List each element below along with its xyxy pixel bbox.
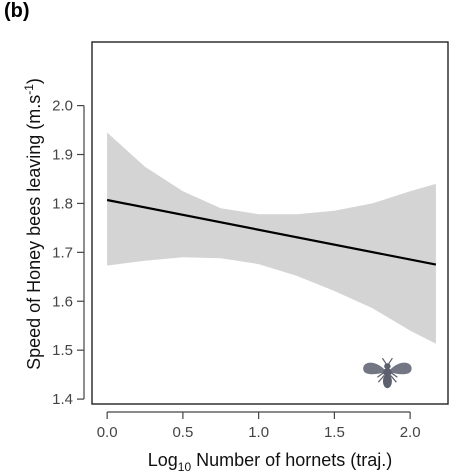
hornet-appendage [377,371,385,378]
y-axis-label: Speed of Honey bees leaving (m.s-1) [22,78,44,370]
regression-line [106,198,437,266]
y-axis: 1.4 1.5 1.6 1.7 1.8 1.9 2.0 [52,98,85,408]
x-axis-label: Log10 Number of hornets (traj.) [148,450,392,474]
y-tick-label: 1.5 [52,342,73,359]
y-axis-label-main: Speed of Honey bees leaving (m.s [24,95,44,370]
x-axis-label-subscript: 10 [178,460,192,474]
hornet-appendage [377,374,385,383]
x-axis-label-prefix: Log [148,450,178,470]
hornet-appendage [389,374,397,383]
y-tick-label: 1.6 [52,293,73,310]
panel-label: (b) [4,0,30,22]
hornet-abdomen [382,374,392,389]
y-axis-label-end: ) [24,78,44,84]
confidence-band-layer [107,132,436,344]
hornet-appendage [387,357,393,365]
hornet-thorax [383,368,392,377]
x-tick-label: 1.0 [248,424,269,441]
y-tick-label: 1.7 [52,244,73,261]
x-tick-label: 1.5 [324,424,345,441]
hornet-left-wing [363,362,386,375]
regression-line-layer [106,198,437,266]
y-axis-label-superscript: -1 [22,84,36,95]
x-axis: 0.0 0.5 1.0 1.5 2.0 [97,411,421,441]
hornet-appendage [390,371,398,378]
y-tick-label: 2.0 [52,98,73,115]
x-axis-label-rest: Number of hornets (traj.) [191,450,392,470]
hornet-head [384,363,391,370]
y-tick-label: 1.4 [52,391,73,408]
y-tick-label: 1.8 [52,195,73,212]
x-tick-label: 0.5 [172,424,193,441]
y-tick-label: 1.9 [52,147,73,164]
hornet-appendage [381,357,387,365]
hornet-right-wing [389,362,412,375]
hornet-icon [363,357,412,389]
confidence-band [107,132,436,344]
x-tick-label: 0.0 [97,424,118,441]
plot-frame [91,41,449,405]
x-tick-label: 2.0 [400,424,421,441]
